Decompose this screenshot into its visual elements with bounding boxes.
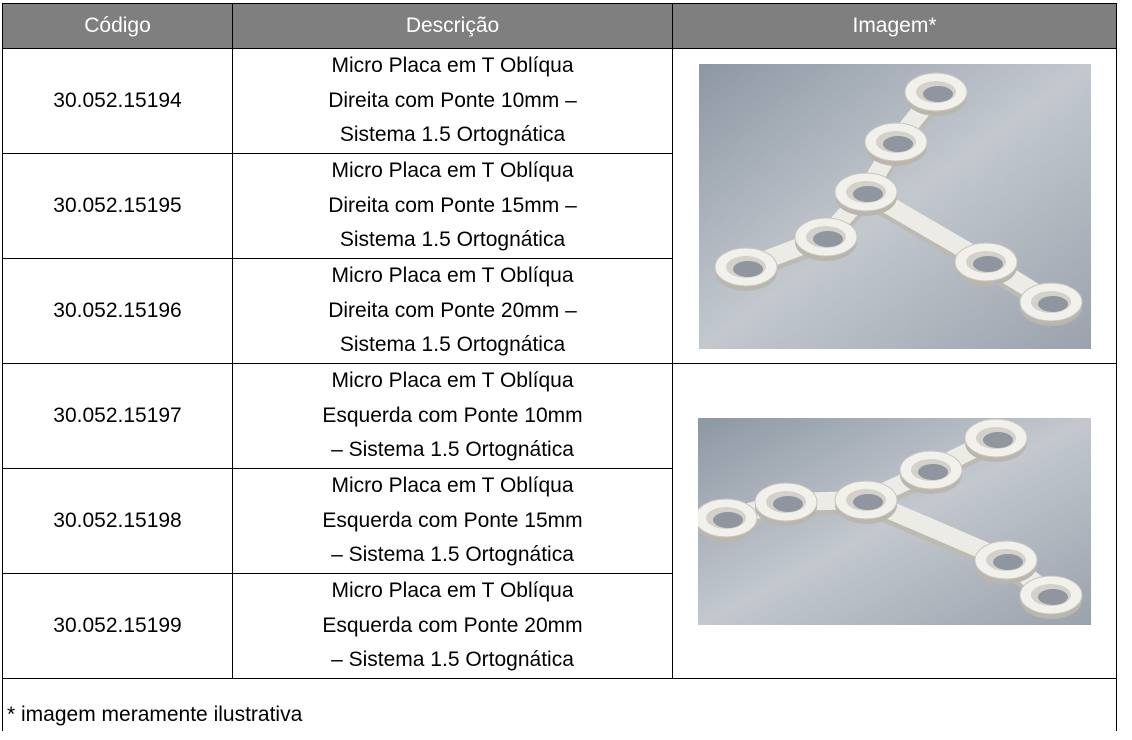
image-cell [672, 48, 1117, 364]
description-cell: Micro Placa em T Oblíqua Esquerda com Pon… [232, 363, 673, 469]
table-row: 30.052.15199 Micro Placa em T Oblíqua Esqu… [2, 573, 1117, 679]
description-cell: Micro Placa em T Oblíqua Esquerda com Pon… [232, 468, 673, 574]
table-row: 30.052.15196 Micro Placa em T Oblíqua Dire… [2, 258, 1117, 364]
description-line: Micro Placa em T Oblíqua [331, 159, 574, 183]
description-cell: Micro Placa em T Oblíqua Direita com Pont… [232, 153, 673, 259]
description-line: Sistema 1.5 Ortognática [339, 333, 566, 357]
header-cell: Código [2, 3, 233, 49]
description-line: Micro Placa em T Oblíqua [331, 264, 574, 288]
description-line: Micro Placa em T Oblíqua [331, 474, 574, 498]
description-line: Sistema 1.5 Ortognática [339, 228, 566, 252]
code-cell: 30.052.15196 [2, 258, 233, 364]
description-line: Direita com Ponte 15mm – [328, 193, 577, 217]
note-row: * imagem meramente ilustrativa [2, 678, 1117, 731]
description-line: Esquerda com Ponte 10mm [322, 403, 583, 427]
code-cell: 30.052.15197 [2, 363, 233, 469]
code-cell: 30.052.15195 [2, 153, 233, 259]
description-line: Micro Placa em T Oblíqua [331, 54, 574, 78]
code-cell: 30.052.15199 [2, 573, 233, 679]
description-line: – Sistema 1.5 Ortognática [331, 543, 574, 567]
header-cell: Imagem* [672, 3, 1117, 49]
note-cell: * imagem meramente ilustrativa [2, 678, 1117, 731]
table-row: 30.052.15194 Micro Placa em T Oblíqua Dire… [2, 48, 1117, 364]
description-line: – Sistema 1.5 Ortognática [331, 648, 574, 672]
description-line: Micro Placa em T Oblíqua [331, 369, 574, 393]
description-line: – Sistema 1.5 Ortognática [331, 438, 574, 462]
description-line: Direita com Ponte 20mm – [328, 298, 577, 322]
table-row: 30.052.15197 Micro Placa em T Oblíqua Esqu… [2, 363, 1117, 679]
header-cell: Descrição [232, 3, 673, 49]
description-line: Esquerda com Ponte 15mm [322, 508, 583, 532]
description-cell: Micro Placa em T Oblíqua Esquerda com Pon… [232, 573, 673, 679]
description-cell: Micro Placa em T Oblíqua Direita com Pont… [232, 48, 673, 154]
table-row: 30.052.15198 Micro Placa em T Oblíqua Esqu… [2, 468, 1117, 574]
plate-image [698, 63, 1091, 349]
description-line: Direita com Ponte 10mm – [328, 88, 577, 112]
description-cell: Micro Placa em T Oblíqua Direita com Pont… [232, 258, 673, 364]
description-line: Micro Placa em T Oblíqua [331, 579, 574, 603]
description-line: Sistema 1.5 Ortognática [339, 123, 566, 147]
image-cell [672, 363, 1117, 679]
code-cell: 30.052.15194 [2, 48, 233, 154]
plate-image [698, 417, 1091, 625]
product-table: Código Descrição Imagem* 30.052.15194 Mic… [2, 3, 1117, 731]
code-cell: 30.052.15198 [2, 468, 233, 574]
description-line: Esquerda com Ponte 20mm [322, 613, 583, 637]
